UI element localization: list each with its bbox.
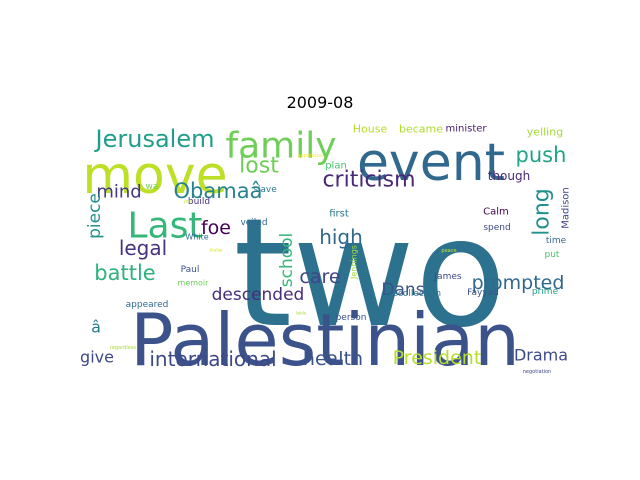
- word-paul: Paul: [181, 265, 200, 275]
- word-person: person: [336, 313, 367, 323]
- word-appeared: appeared: [126, 300, 169, 310]
- word-memoir: memoir: [178, 279, 210, 288]
- word-mind: mind: [96, 182, 141, 203]
- word-obama: Obamaâ: [174, 179, 263, 203]
- word-criticism: criticism: [322, 168, 415, 193]
- word-regardless: regardless: [110, 345, 136, 351]
- word-minister: minister: [445, 124, 487, 135]
- word-glyph: â: [91, 318, 101, 337]
- word-last: Last: [128, 206, 203, 247]
- word-recollection: recollection: [389, 289, 441, 299]
- word-apparatus: apparatus: [297, 153, 323, 159]
- word-james: James: [433, 272, 461, 282]
- word-high: high: [319, 225, 363, 249]
- word-became: became: [399, 123, 443, 136]
- word-international: international: [149, 347, 276, 371]
- word-year: year: [184, 199, 193, 204]
- word-dans: Dans: [381, 280, 424, 300]
- word-negotiation: negotiation: [523, 369, 551, 375]
- word-care: care: [299, 266, 340, 288]
- word-plan: plan: [325, 161, 347, 172]
- word-spend: spend: [483, 223, 510, 233]
- word-descended: descended: [212, 285, 305, 305]
- word-foe: foe: [201, 217, 231, 239]
- word-build: build: [188, 197, 210, 207]
- word-two: two: [233, 187, 506, 361]
- word-piece: piece: [85, 193, 105, 239]
- word-jennings: Jennings: [350, 245, 359, 280]
- word-give: give: [80, 348, 114, 367]
- word-event: event: [357, 133, 505, 193]
- word-jerusalem: Jerusalem: [94, 125, 215, 153]
- word-long: long: [530, 188, 555, 235]
- word-veiled: veiled: [240, 218, 267, 228]
- word-lost: lost: [239, 154, 279, 179]
- word-arabia: Arabia: [210, 248, 223, 253]
- word-house: House: [353, 123, 388, 136]
- word-fayyad: Fayyad: [467, 288, 499, 298]
- chart-title: 2009-08: [286, 93, 354, 112]
- word-yelling: yelling: [527, 126, 563, 139]
- word-slave: slave: [253, 185, 277, 195]
- word-president: President: [393, 347, 482, 369]
- word-put: put: [545, 250, 560, 260]
- word-move: move: [82, 146, 227, 206]
- word-health: health: [303, 348, 363, 370]
- word-calm: Calm: [483, 207, 509, 218]
- word-time: time: [546, 236, 567, 246]
- word-white: White: [185, 233, 208, 242]
- word-first: first: [329, 209, 349, 220]
- word-madison: Madison: [561, 187, 572, 229]
- word-push: push: [516, 143, 567, 167]
- word-prime: prime: [532, 287, 559, 297]
- word-wa: wa: [146, 182, 159, 192]
- word-though: though: [488, 169, 530, 183]
- word-legal: legal: [119, 236, 167, 260]
- word-peace: peace: [441, 248, 456, 254]
- word-school: school: [277, 233, 297, 288]
- word-battle: battle: [94, 261, 155, 285]
- word-prompted: prompted: [472, 272, 565, 294]
- word-liable: liable: [296, 311, 307, 316]
- word-family: family: [225, 126, 336, 167]
- word-drama: Drama: [514, 346, 568, 365]
- word-palestinian: Palestinian: [130, 298, 520, 382]
